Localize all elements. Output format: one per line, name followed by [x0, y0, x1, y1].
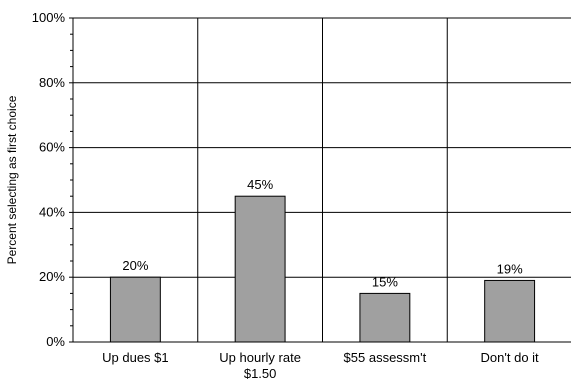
bars — [109, 195, 536, 343]
x-category-label: Don't do it — [481, 350, 540, 365]
y-axis-label: Percent selecting as first choice — [5, 95, 19, 264]
x-category-label: Up hourly rate $1.50 — [219, 350, 301, 381]
y-axis-ticks: 0% 20% 40% 60% 80% 100% — [32, 10, 73, 349]
data-label: 19% — [497, 261, 523, 276]
y-tick-label: 60% — [39, 140, 65, 155]
y-tick-label: 80% — [39, 75, 65, 90]
bar — [484, 279, 536, 343]
data-label: 15% — [372, 274, 398, 289]
data-label: 20% — [122, 258, 148, 273]
y-tick-label: 20% — [39, 269, 65, 284]
x-category-label: $55 assessm't — [344, 350, 427, 365]
x-axis-categories: Up dues $1 Up hourly rate $1.50 $55 assessm… — [102, 350, 539, 381]
bar — [234, 195, 286, 343]
y-tick-label: 40% — [39, 204, 65, 219]
bar — [359, 292, 411, 343]
x-category-label: Up dues $1 — [102, 350, 169, 365]
data-labels: 20% 45% 15% 19% — [122, 177, 523, 289]
y-tick-label: 100% — [32, 10, 66, 25]
data-label: 45% — [247, 177, 273, 192]
y-tick-label: 0% — [46, 334, 65, 349]
bar — [109, 276, 161, 343]
